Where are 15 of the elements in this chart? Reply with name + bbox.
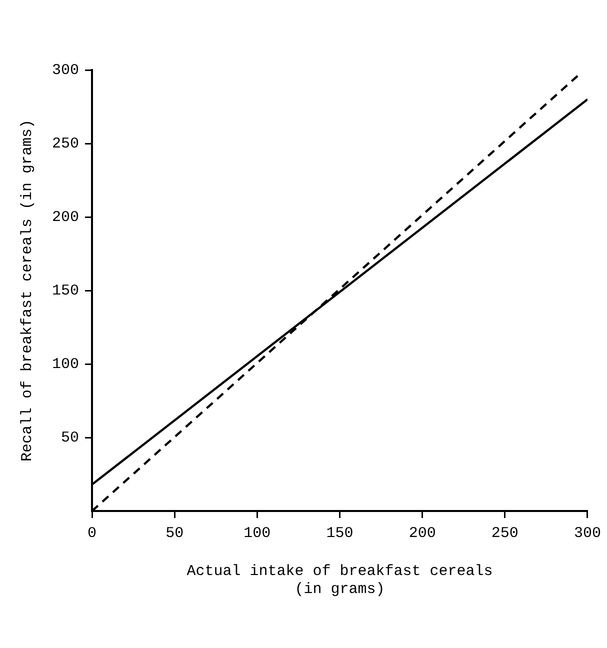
y-tick-label: 150 <box>52 282 80 300</box>
y-axis-title: Recall of breakfast cereals (in grams) <box>18 119 36 462</box>
x-tick-label: 200 <box>408 524 436 542</box>
x-tick-label: 50 <box>166 524 184 542</box>
y-tick-label: 100 <box>52 356 80 373</box>
y-tick-label: 200 <box>52 208 80 226</box>
x-tick-label: 100 <box>244 524 271 542</box>
y-tick-label: 300 <box>52 62 80 79</box>
x-tick-label: 300 <box>574 524 602 542</box>
y-tick-label: 250 <box>52 135 80 152</box>
x-axis-title: Actual intake of breakfast cereals (in grams) <box>186 562 493 598</box>
x-tick-label: 0 <box>87 524 97 542</box>
y-tick-label: 50 <box>60 429 80 446</box>
x-tick-label: 250 <box>491 524 518 542</box>
x-tick-label: 150 <box>326 524 354 542</box>
